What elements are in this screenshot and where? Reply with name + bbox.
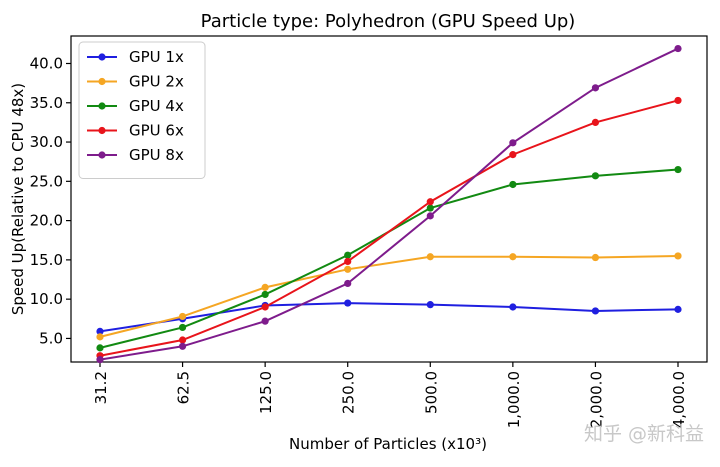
legend-item: GPU 8x [87,146,184,164]
x-tick-label: 62.5 [175,371,193,404]
data-point [96,356,104,364]
data-point [674,252,682,260]
data-point [178,336,187,344]
legend-item: GPU 1x [87,48,184,66]
series-gpu-2x [96,252,682,341]
legend-item: GPU 4x [87,97,184,115]
legend-label: GPU 4x [129,97,184,115]
legend: GPU 1x GPU 2x GPU 4x GPU 6x GPU 8x [78,41,206,179]
legend-label: GPU 1x [129,48,184,66]
data-point [178,312,187,321]
data-point [426,212,434,220]
series-line [99,254,679,338]
x-tick-label: 31.2 [92,371,110,404]
legend-swatch-marker [98,151,106,159]
data-point [509,303,517,311]
data-point [426,253,434,261]
y-tick-label: 40.0 [30,54,63,72]
data-point [261,303,269,311]
data-point [591,84,600,92]
series-gpu-8x [96,44,682,364]
data-point [344,265,352,273]
y-tick-label: 20.0 [30,212,63,230]
legend-swatch-marker [98,126,106,135]
chart-title: Particle type: Polyhedron (GPU Speed Up) [201,11,576,32]
data-point [509,139,517,147]
data-point [344,251,352,259]
y-axis-label: Speed Up(Relative to CPU 48x) [9,83,27,315]
data-point [426,301,434,309]
legend-label: GPU 6x [129,122,184,140]
data-point [674,96,682,105]
legend-swatch-marker [98,102,106,110]
data-point [591,118,600,127]
data-point [261,290,269,299]
x-tick-label: 250.0 [340,371,358,414]
data-point [96,333,104,341]
legend-label: GPU 8x [129,146,184,164]
series-layer [96,44,682,364]
data-point [344,279,352,288]
data-point [344,257,352,266]
x-tick-label: 500.0 [422,371,440,414]
x-tick-label: 125.0 [257,371,275,414]
data-point [674,165,682,174]
data-point [96,344,104,352]
series-line [99,302,679,333]
data-point [509,253,517,261]
data-point [674,44,682,53]
data-point [591,253,600,262]
y-tick-label: 30.0 [30,133,63,151]
legend-box [78,41,206,179]
data-point [426,198,434,206]
series-line [99,99,679,357]
y-tick-label: 15.0 [30,251,63,269]
data-point [591,172,600,180]
series-line [99,168,679,349]
legend-swatch-marker [98,77,106,86]
series-gpu-6x [96,96,682,360]
legend-item: GPU 6x [87,122,184,140]
data-point [178,323,187,332]
data-point [509,151,517,159]
data-point [674,305,682,313]
x-tick-label: 1,000.0 [505,371,523,428]
data-point [96,327,104,335]
data-point [591,307,600,315]
data-point [178,342,187,350]
watermark: 知乎 @新科益 [584,423,704,445]
data-point [261,317,269,325]
plot-frame [70,35,708,363]
x-tick-label: 4,000.0 [670,371,688,428]
data-point [509,180,517,189]
data-point [344,299,352,307]
legend-label: GPU 2x [129,73,184,91]
y-tick-label: 25.0 [30,172,63,190]
data-point [426,204,434,212]
x-tick-label: 2,000.0 [587,371,605,428]
data-point [261,283,269,291]
y-tick-label: 35.0 [30,94,63,112]
legend-item: GPU 2x [87,73,184,91]
axes: 5.0 10.0 15.0 20.0 25.0 30.0 35.0 40.0 31.2 62.5 1… [30,35,708,428]
y-tick-label: 5.0 [39,329,63,347]
legend-swatch-marker [98,53,106,61]
x-axis-label: Number of Particles (x10³) [289,435,487,453]
y-tick-label: 10.0 [30,290,63,308]
series-line [99,47,679,361]
